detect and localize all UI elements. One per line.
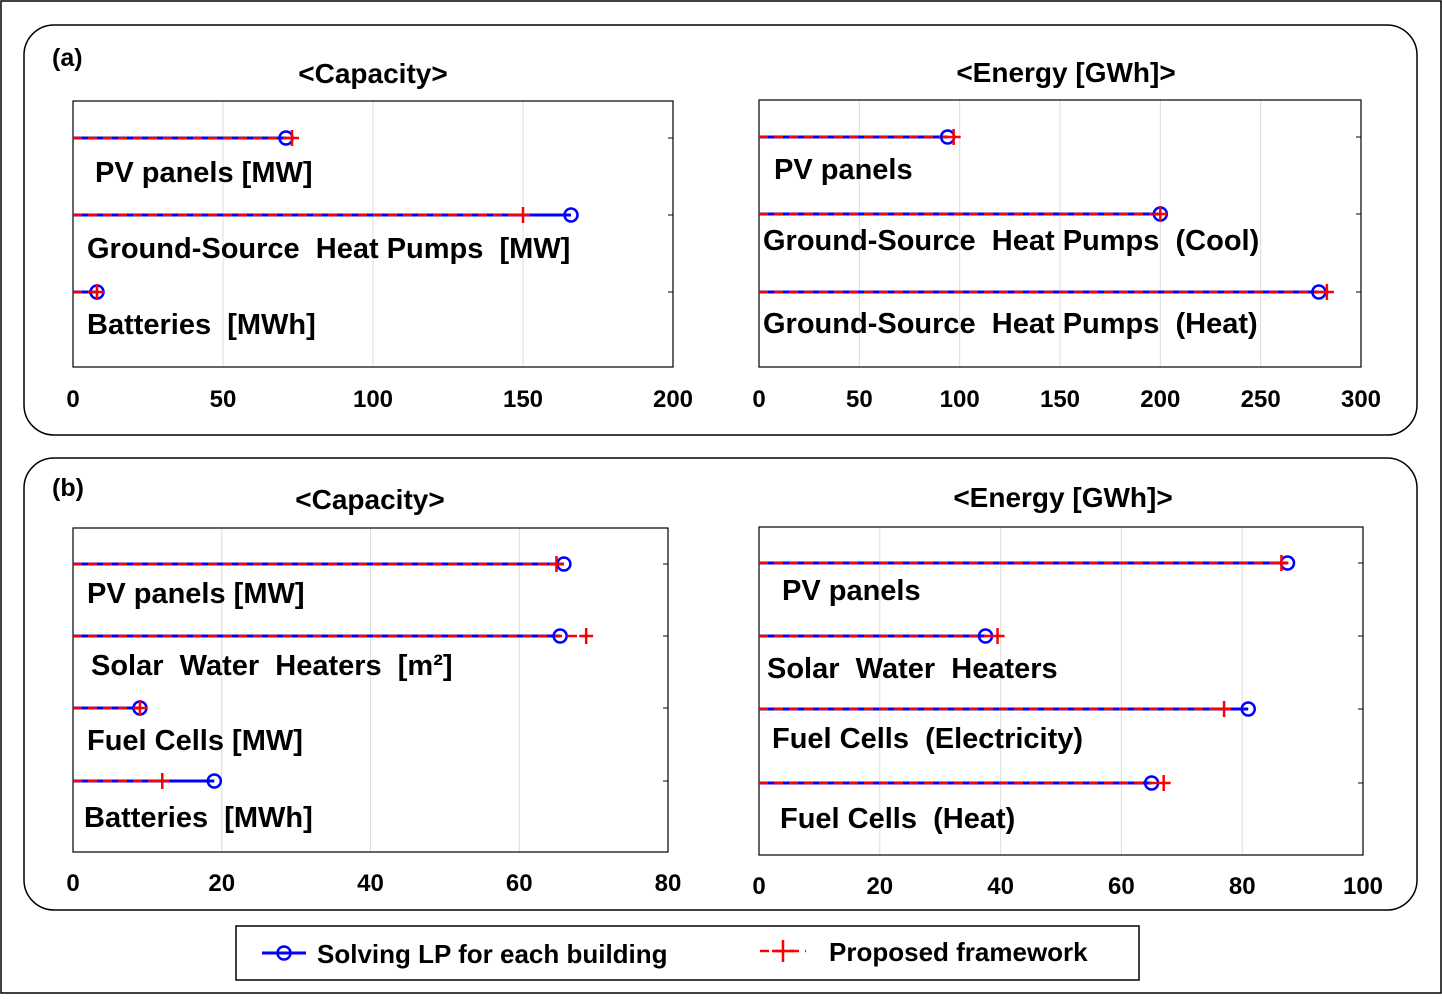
legend-proposed-label: Proposed framework [829, 937, 1088, 967]
x-tick-label: 0 [66, 870, 79, 897]
x-tick-label: 300 [1341, 386, 1381, 413]
x-tick-label: 250 [1241, 386, 1281, 413]
proposed-point [946, 129, 961, 145]
x-tick-label: 50 [846, 386, 873, 413]
proposed-point [90, 284, 104, 300]
x-tick-label: 200 [653, 386, 693, 413]
legend: Solving LP for each building Proposed fr… [235, 925, 1140, 981]
x-tick-label: 40 [357, 870, 384, 897]
charts: 0 50 100 150 200<Capacity>PV panels [MW]Grou… [66, 57, 1383, 900]
chart-title: <Energy [GWh]> [956, 57, 1175, 88]
chart-title: <Capacity> [298, 58, 447, 89]
axes-box [72, 527, 669, 853]
panel-b-label: (b) [52, 474, 84, 502]
x-tick-label: 150 [1040, 386, 1080, 413]
category-label: Batteries [MWh] [87, 309, 316, 341]
category-label: PV panels [774, 154, 913, 186]
category-label: Ground-Source Heat Pumps [MW] [87, 233, 570, 265]
category-label: Fuel Cells [MW] [87, 725, 303, 757]
x-tick-label: 60 [506, 870, 533, 897]
x-tick-label: 60 [1108, 873, 1135, 900]
category-label: PV panels [MW] [95, 157, 313, 189]
x-tick-label: 80 [655, 870, 682, 897]
proposed-point [1153, 206, 1168, 222]
x-tick-label: 0 [752, 873, 765, 900]
x-tick-label: 0 [66, 386, 79, 413]
category-label: PV panels [782, 575, 921, 607]
proposed-point [1319, 284, 1334, 300]
lp-point [206, 773, 223, 789]
proposed-point [285, 130, 299, 146]
legend-lp-label: Solving LP for each building [317, 939, 668, 969]
axes-box [758, 99, 1362, 368]
proposed-point [516, 207, 530, 223]
x-tick-label: 40 [987, 873, 1014, 900]
panel-b-frame [23, 457, 1418, 911]
category-label: Ground-Source Heat Pumps (Heat) [763, 308, 1258, 340]
proposed-point [1274, 555, 1289, 571]
proposed-point [1217, 701, 1232, 717]
lp-point [563, 207, 579, 223]
proposed-point [1156, 775, 1171, 791]
proposed-point [579, 628, 594, 644]
category-label: Batteries [MWh] [84, 802, 313, 834]
category-label: PV panels [MW] [87, 578, 305, 610]
legend-lp-circle-icon [276, 945, 292, 961]
x-tick-label: 0 [752, 386, 765, 413]
proposed-point [990, 628, 1005, 644]
x-tick-label: 150 [503, 386, 543, 413]
x-tick-label: 20 [208, 870, 235, 897]
x-tick-label: 200 [1140, 386, 1180, 413]
lp-point [1240, 701, 1256, 717]
x-tick-label: 20 [866, 873, 893, 900]
category-label: Fuel Cells (Heat) [780, 803, 1015, 835]
chart-title: <Energy [GWh]> [953, 482, 1172, 513]
category-label: Solar Water Heaters [767, 653, 1058, 685]
category-label: Fuel Cells (Electricity) [772, 723, 1083, 755]
legend-box [235, 925, 1140, 981]
x-tick-label: 100 [940, 386, 980, 413]
lp-point [552, 628, 568, 644]
panel-a-label: (a) [52, 44, 83, 72]
axes-box [758, 526, 1364, 856]
proposed-point [549, 556, 564, 572]
proposed-point [155, 773, 170, 789]
chart-title: <Capacity> [295, 484, 444, 515]
panel-a-frame [23, 24, 1418, 436]
x-tick-label: 100 [1343, 873, 1383, 900]
x-tick-label: 100 [353, 386, 393, 413]
proposed-point [132, 700, 147, 716]
category-label: Ground-Source Heat Pumps (Cool) [763, 225, 1259, 257]
category-label: Solar Water Heaters [m²] [91, 650, 453, 682]
x-tick-label: 80 [1229, 873, 1256, 900]
axes-box [72, 100, 674, 368]
x-tick-label: 50 [210, 386, 237, 413]
